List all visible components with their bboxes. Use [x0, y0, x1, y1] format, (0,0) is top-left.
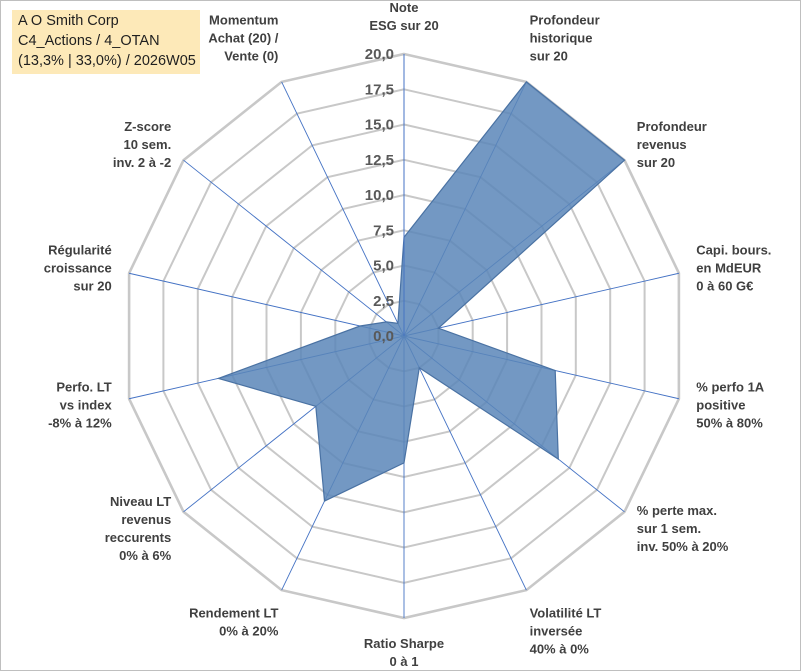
axis-label: Perfo. LT vs index -8% à 12% — [48, 380, 112, 431]
axis-label: % perte max. sur 1 sem. inv. 50% à 20% — [637, 503, 729, 554]
tick-label: 12,5 — [365, 152, 394, 169]
axis-spoke — [403, 335, 527, 591]
chart-title-box: A O Smith Corp C4_Actions / 4_OTAN (13,3… — [12, 10, 200, 74]
axis-label: Rendement LT 0% à 20% — [189, 606, 279, 639]
tick-label: 0,0 — [373, 328, 394, 345]
axis-spoke — [128, 272, 405, 337]
axis-label: Momentum Achat (20) / Vente (0) — [208, 13, 278, 64]
tick-label: 5,0 — [373, 258, 394, 275]
tick-label: 15,0 — [365, 117, 394, 134]
chart-title-company: A O Smith Corp — [18, 13, 119, 29]
axis-label: Volatilité LT inversée 40% à 0% — [530, 606, 602, 657]
tick-label: 7,5 — [373, 222, 394, 239]
axis-label: Profondeur historique sur 20 — [530, 13, 600, 64]
axis-spoke — [403, 272, 680, 337]
axis-label: Capi. bours. en MdEUR 0 à 60 G€ — [696, 243, 771, 294]
chart-title-stats: (13,3% | 33,0%) / 2026W05 — [18, 53, 196, 69]
axis-label: Ratio Sharpe 0 à 1 — [364, 636, 444, 669]
tick-label: 20,0 — [365, 46, 394, 63]
data-area — [216, 81, 626, 503]
chart-title-category: C4_Actions / 4_OTAN — [18, 33, 160, 49]
axis-label: Z-score 10 sem. inv. 2 à -2 — [113, 119, 171, 170]
tick-label: 2,5 — [373, 293, 394, 310]
axis-label: Profondeur revenus sur 20 — [637, 119, 707, 170]
axis-label: Régularité croissance sur 20 — [44, 243, 112, 294]
axis-spoke — [281, 81, 405, 337]
axis-label: Niveau LT revenus reccurents 0% à 6% — [105, 494, 172, 563]
axis-label: Note ESG sur 20 — [369, 1, 438, 33]
tick-label: 10,0 — [365, 187, 394, 204]
axis-label: % perfo 1A positive 50% à 80% — [696, 380, 765, 431]
axis-spoke — [183, 159, 405, 337]
tick-label: 17,5 — [365, 81, 394, 98]
